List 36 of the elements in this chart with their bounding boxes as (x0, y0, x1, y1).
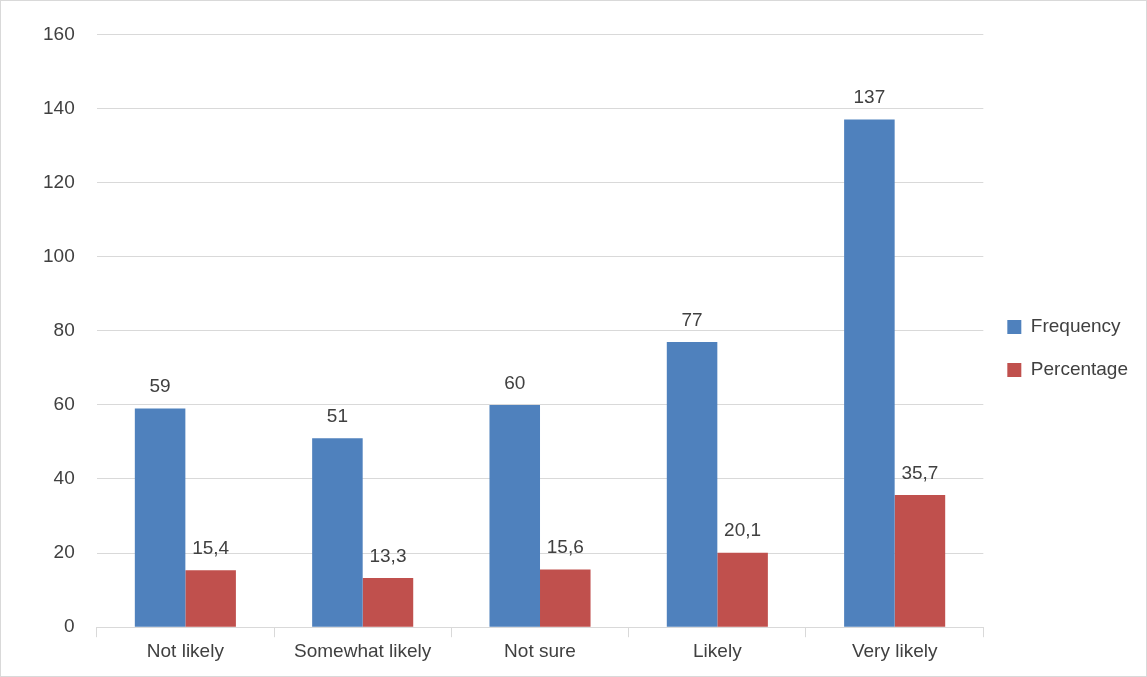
data-label: 20,1 (724, 519, 762, 541)
x-tick-label: Not sure (504, 639, 576, 661)
y-tick-label: 100 (43, 244, 75, 266)
bar (362, 577, 414, 627)
bar (540, 569, 591, 627)
data-label: 35,7 (901, 461, 939, 483)
data-label: 77 (681, 308, 703, 330)
data-label: 15,4 (192, 536, 230, 558)
bar (185, 570, 236, 627)
y-tick-label: 120 (43, 170, 75, 192)
data-label: 15,6 (546, 536, 584, 558)
legend-label: Percentage (1030, 358, 1129, 380)
bar (894, 494, 946, 627)
x-tick-label: Likely (693, 639, 743, 661)
data-label: 137 (853, 86, 886, 108)
bar (666, 341, 718, 627)
data-label: 51 (326, 404, 348, 426)
legend-label: Frequency (1030, 315, 1122, 337)
x-tick-label: Somewhat likely (294, 639, 432, 661)
y-tick-label: 0 (64, 615, 75, 637)
y-tick-label: 60 (53, 393, 75, 415)
y-tick-label: 140 (43, 96, 75, 118)
y-tick-label: 20 (53, 541, 75, 563)
bar (717, 552, 768, 627)
data-label: 13,3 (369, 544, 407, 566)
y-tick-label: 40 (53, 467, 75, 489)
bar (844, 119, 895, 627)
data-label: 60 (504, 371, 526, 393)
y-tick-label: 80 (53, 319, 75, 341)
bar (489, 404, 541, 627)
bar (312, 438, 363, 627)
bar (134, 408, 186, 627)
y-tick-label: 160 (43, 22, 75, 44)
data-label: 59 (149, 375, 171, 397)
x-tick-label: Very likely (851, 639, 938, 661)
x-tick-label: Not likely (146, 639, 225, 661)
